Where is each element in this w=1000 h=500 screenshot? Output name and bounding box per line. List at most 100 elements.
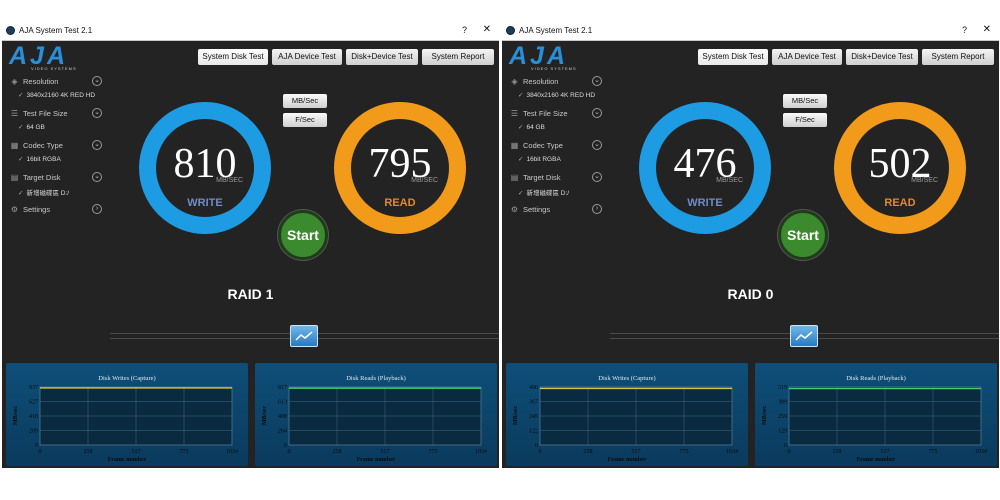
sidebar-item-label: Target Disk <box>23 173 61 182</box>
chevron-right-icon[interactable]: › <box>592 204 602 214</box>
tab-aja-device-test[interactable]: AJA Device Test <box>272 49 342 65</box>
logo-subtitle: VIDEO SYSTEMS <box>31 66 77 71</box>
window-title: AJA System Test 2.1 <box>519 26 593 35</box>
codec-icon: ▦ <box>510 141 519 150</box>
x-tick-label: 1034 <box>226 449 238 455</box>
frames-per-sec-button[interactable]: F/Sec <box>783 113 827 127</box>
write-gauge: 476 MB/SEC WRITE <box>639 102 771 234</box>
help-button[interactable]: ? <box>961 25 967 35</box>
write-speed-value: 476 <box>673 141 737 187</box>
y-tick-label: 245 <box>529 414 538 420</box>
logo-subtitle: VIDEO SYSTEMS <box>531 66 577 71</box>
sidebar-item-label: Codec Type <box>523 141 563 150</box>
sidebar-item-value: ✓ 3840x2160 4K RED HD <box>518 91 604 99</box>
sidebar-item-label: Codec Type <box>23 141 63 150</box>
chart-title: Disk Writes (Capture) <box>98 375 156 382</box>
x-tick-label: 258 <box>584 449 593 455</box>
logo-text: AJA <box>9 42 69 70</box>
chevron-down-icon[interactable]: ⌄ <box>592 140 602 150</box>
x-axis-title: Frame number <box>856 457 896 463</box>
chevron-right-icon[interactable]: › <box>92 204 102 214</box>
sidebar-item-settings[interactable]: ⚙ Settings › <box>506 203 602 217</box>
write-label: WRITE <box>187 197 223 209</box>
sidebar-value-text: 16bit RGBA <box>26 156 61 163</box>
x-tick-label: 0 <box>788 449 791 455</box>
sidebar-value-text: 新增磁碟區 D:/ <box>526 190 570 197</box>
tab-system-disk-test[interactable]: System Disk Test <box>198 49 268 65</box>
tab-disk-device-test[interactable]: Disk+Device Test <box>346 49 418 65</box>
tab-system-disk-test[interactable]: System Disk Test <box>698 49 768 65</box>
app-icon <box>506 26 515 35</box>
resolution-icon: ◈ <box>511 77 518 86</box>
sidebar-item-value: ✓ 64 GB <box>18 123 104 131</box>
close-button[interactable]: ✕ <box>982 24 991 35</box>
tab-system-report[interactable]: System Report <box>422 49 494 65</box>
title-bar: AJA System Test 2.1? ✕ <box>2 22 499 41</box>
sidebar-item-value: ✓ 16bit RGBA <box>518 155 604 163</box>
disk-reads-chart: Disk Reads (Playback) Frame number MB/sec 8… <box>255 363 497 466</box>
resolution-icon: ◈ <box>11 77 18 86</box>
sidebar-item-test-file-size[interactable]: ☰ Test File Size ⌄ <box>506 107 602 121</box>
chevron-down-icon[interactable]: ⌄ <box>92 140 102 150</box>
mb-per-sec-button[interactable]: MB/Sec <box>783 94 827 108</box>
chart-title: Disk Reads (Playback) <box>346 375 406 382</box>
sidebar-value-text: 3840x2160 4K RED HD <box>526 92 596 99</box>
y-tick-label: 627 <box>29 400 38 406</box>
close-button[interactable]: ✕ <box>482 24 491 35</box>
start-button[interactable]: Start <box>778 210 828 260</box>
aja-logo: AJA VIDEO SYSTEMS <box>9 42 89 71</box>
write-label: WRITE <box>687 197 723 209</box>
disk-icon: ▤ <box>10 173 19 182</box>
sidebar-item-codec-type[interactable]: ▦ Codec Type ⌄ <box>6 139 102 153</box>
sidebar-item-label: Settings <box>523 205 551 214</box>
x-tick-label: 1034 <box>726 449 738 455</box>
sidebar-item-target-disk[interactable]: ▤ Target Disk ⌄ <box>6 171 102 185</box>
chevron-down-icon[interactable]: ⌄ <box>92 108 102 118</box>
mb-per-sec-button[interactable]: MB/Sec <box>283 94 327 108</box>
write-speed-unit: MB/SEC <box>216 177 243 184</box>
x-tick-label: 517 <box>881 449 890 455</box>
sidebar-item-resolution[interactable]: ◈ Resolution ⌄ <box>6 75 102 89</box>
read-label: READ <box>384 197 416 209</box>
sidebar-value-text: 64 GB <box>26 124 45 131</box>
y-tick-label: 817 <box>278 385 287 391</box>
write-gauge: 810 MB/SEC WRITE <box>139 102 271 234</box>
graph-toggle-button[interactable] <box>790 325 818 347</box>
file-size-icon: ☰ <box>10 109 19 118</box>
sidebar-item-label: Resolution <box>23 77 59 86</box>
tab-disk-device-test[interactable]: Disk+Device Test <box>846 49 918 65</box>
read-speed-unit: MB/SEC <box>911 177 938 184</box>
y-tick-label: 204 <box>278 429 287 435</box>
disk-icon: ▤ <box>510 173 519 182</box>
graph-toggle-button[interactable] <box>290 325 318 347</box>
read-gauge: 795 MB/SEC READ <box>334 102 466 234</box>
start-button[interactable]: Start <box>278 210 328 260</box>
sidebar-item-target-disk[interactable]: ▤ Target Disk ⌄ <box>506 171 602 185</box>
sidebar-item-codec-type[interactable]: ▦ Codec Type ⌄ <box>506 139 602 153</box>
chevron-down-icon[interactable]: ⌄ <box>592 76 602 86</box>
x-axis-title: Frame number <box>356 457 396 463</box>
sidebar-item-test-file-size[interactable]: ☰ Test File Size ⌄ <box>6 107 102 121</box>
sidebar-item-value: ✓ 新增磁碟區 D:/ <box>518 187 604 197</box>
sidebar-item-value: ✓ 新增磁碟區 D:/ <box>18 187 104 197</box>
chevron-down-icon[interactable]: ⌄ <box>92 172 102 182</box>
graph-icon <box>795 331 813 341</box>
chevron-down-icon[interactable]: ⌄ <box>592 108 602 118</box>
sidebar-item-settings[interactable]: ⚙ Settings › <box>6 203 102 217</box>
tab-aja-device-test[interactable]: AJA Device Test <box>772 49 842 65</box>
sidebar-item-resolution[interactable]: ◈ Resolution ⌄ <box>506 75 602 89</box>
x-tick-label: 1034 <box>475 449 487 455</box>
chart-title: Disk Reads (Playback) <box>846 375 906 382</box>
chevron-down-icon[interactable]: ⌄ <box>592 172 602 182</box>
y-tick-label: 519 <box>778 385 787 391</box>
frames-per-sec-button[interactable]: F/Sec <box>283 113 327 127</box>
chevron-down-icon[interactable]: ⌄ <box>92 76 102 86</box>
aja-logo: AJA VIDEO SYSTEMS <box>509 42 589 71</box>
read-gauge: 502 MB/SEC READ <box>834 102 966 234</box>
x-tick-label: 258 <box>833 449 842 455</box>
write-speed-value: 810 <box>173 141 237 187</box>
x-tick-label: 517 <box>132 449 141 455</box>
help-button[interactable]: ? <box>461 25 467 35</box>
tab-system-report[interactable]: System Report <box>922 49 994 65</box>
check-icon: ✓ <box>518 124 524 131</box>
